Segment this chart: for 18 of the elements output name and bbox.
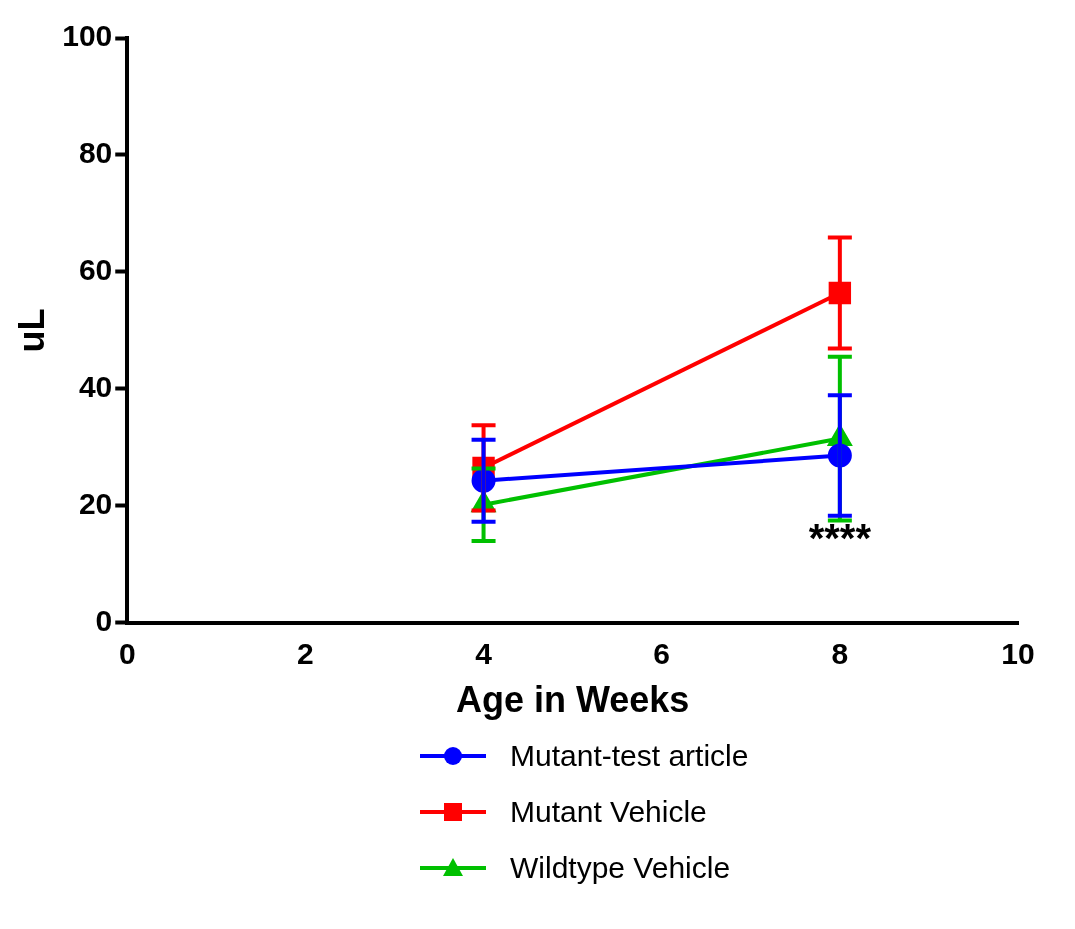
legend-label: Mutant-test article (510, 739, 749, 773)
annotation: **** (808, 515, 872, 560)
x-tick-label: 10 (1001, 637, 1035, 671)
y-tick-label: 0 (95, 604, 113, 638)
y-tick-label: 20 (78, 487, 113, 521)
x-axis-title: Age in Weeks (455, 679, 690, 721)
y-tick-label: 80 (78, 136, 113, 170)
y-tick-label: 100 (62, 19, 113, 53)
x-tick-label: 2 (297, 637, 314, 671)
x-tick-label: 6 (653, 637, 671, 671)
x-tick-label: 4 (475, 637, 493, 671)
legend-label: Mutant Vehicle (510, 795, 707, 829)
y-tick-label: 40 (78, 370, 113, 404)
x-tick-label: 8 (831, 637, 849, 671)
legend-label: Wildtype Vehicle (510, 851, 731, 885)
y-axis-title: uL (10, 308, 52, 353)
x-tick-label: 0 (118, 637, 136, 671)
y-tick-label: 60 (78, 253, 113, 287)
